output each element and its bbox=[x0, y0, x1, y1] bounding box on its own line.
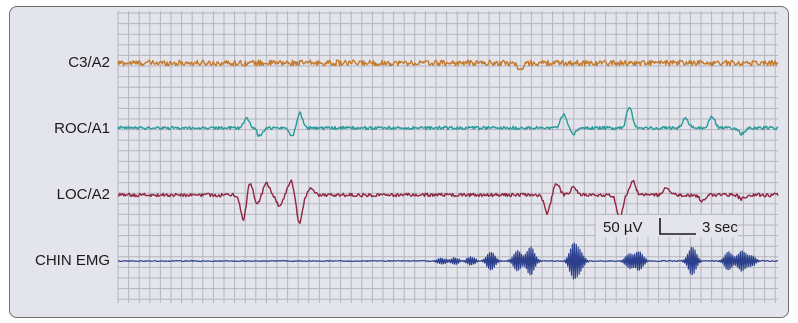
scale-time-label: 3 sec bbox=[702, 219, 738, 236]
polysomnogram-chart: C3/A2 ROC/A1 LOC/A2 CHIN EMG 50 µV 3 sec bbox=[35, 11, 779, 303]
scale-bar: 50 µV 3 sec bbox=[596, 215, 738, 237]
traces bbox=[117, 59, 779, 280]
grid bbox=[117, 11, 778, 303]
scale-bar-bracket bbox=[659, 218, 696, 235]
roca1-trace bbox=[117, 106, 779, 138]
eeg-panel: C3/A2 ROC/A1 LOC/A2 CHIN EMG 50 µV 3 sec bbox=[9, 6, 789, 318]
chin-emg-trace bbox=[118, 242, 778, 280]
channel-label-loca2: LOC/A2 bbox=[57, 186, 110, 203]
channel-labels: C3/A2 ROC/A1 LOC/A2 CHIN EMG bbox=[35, 54, 110, 269]
grid-lines bbox=[117, 11, 778, 303]
channel-label-chin-emg: CHIN EMG bbox=[35, 252, 110, 269]
channel-label-c3a2: C3/A2 bbox=[68, 54, 110, 71]
loca2-trace bbox=[117, 179, 779, 224]
c3a2-trace bbox=[117, 59, 779, 71]
scale-amplitude-label: 50 µV bbox=[603, 219, 643, 236]
channel-label-roca1: ROC/A1 bbox=[54, 120, 110, 137]
